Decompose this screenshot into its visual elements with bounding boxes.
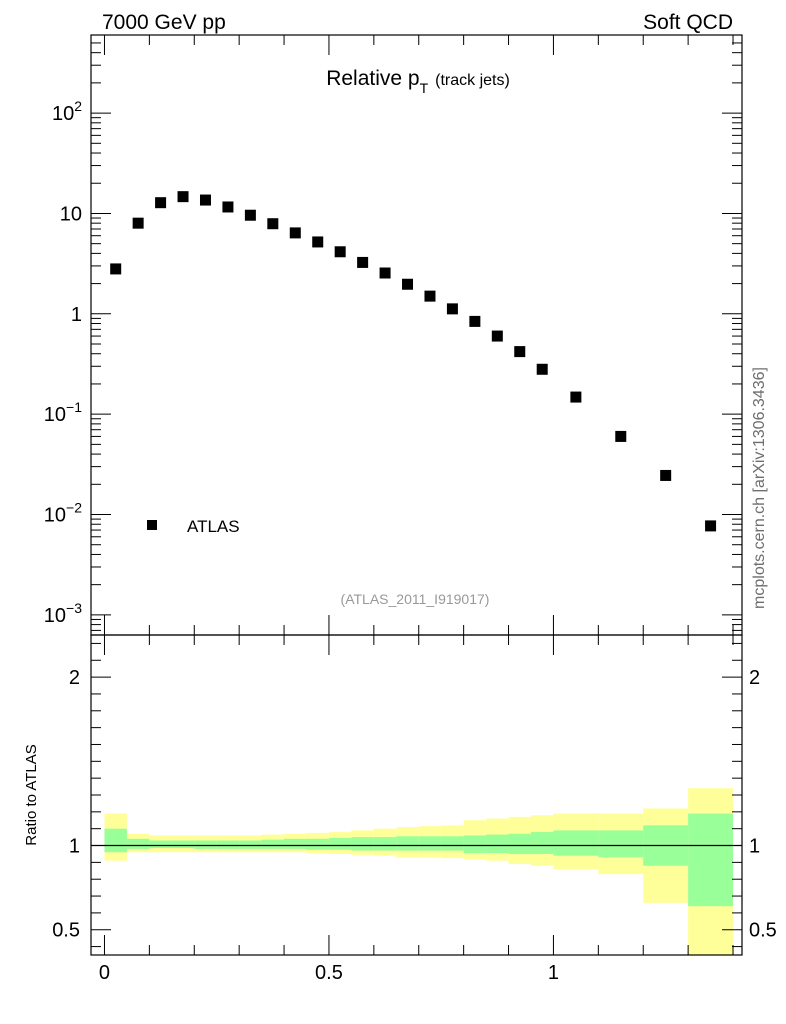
ratio-inner-band-bin <box>171 840 195 849</box>
main-y-tick-label-base: 10 <box>44 404 66 426</box>
data-point-atlas <box>660 469 672 481</box>
legend-label-atlas: ATLAS <box>187 517 240 536</box>
ratio-plot-layer: 0.5 0.5 1 1 2 2 0 0.5 1 <box>52 634 777 984</box>
data-point-atlas <box>491 330 503 342</box>
data-point-atlas <box>222 201 234 213</box>
data-point-atlas <box>424 290 436 302</box>
data-point-atlas <box>289 227 301 239</box>
ratio-y-tick-label-right: 1 <box>749 836 760 858</box>
data-point-atlas <box>267 218 279 230</box>
ratio-inner-band-bin <box>284 838 307 849</box>
data-point-atlas <box>155 197 167 209</box>
main-y-tick-label-exponent: 2 <box>74 98 82 114</box>
ratio-inner-band-bin <box>351 837 374 851</box>
main-y-tick-label: 10−3 <box>44 600 82 627</box>
ratio-y-tick-label-left: 1 <box>69 836 80 858</box>
data-point-atlas <box>570 391 582 403</box>
data-point-atlas <box>446 303 458 315</box>
ratio-inner-band-bin <box>149 840 172 849</box>
data-point-atlas <box>514 346 526 358</box>
ratio-inner-band-bin <box>194 840 217 849</box>
ratio-y-tick-label-left: 0.5 <box>52 920 80 942</box>
ratio-inner-band-bin <box>688 813 734 907</box>
main-plot-frame <box>90 34 743 636</box>
data-point-atlas <box>199 194 211 206</box>
data-point-atlas <box>536 363 548 375</box>
data-point-atlas <box>132 217 144 229</box>
ratio-inner-band-bin <box>418 836 442 851</box>
data-point-atlas <box>379 267 391 279</box>
ratio-y-axis-label: Ratio to ATLAS <box>23 744 40 845</box>
main-y-tick-label-base: 10 <box>60 203 82 225</box>
main-y-tick-label-exponent: −1 <box>66 399 82 415</box>
main-y-tick-label: 102 <box>52 98 82 125</box>
ratio-inner-band-bin <box>373 837 397 851</box>
category-label: Soft QCD <box>643 11 733 34</box>
main-y-tick-label: 10 <box>60 203 82 225</box>
ratio-inner-band-bin <box>216 840 240 849</box>
ratio-inner-band-bin <box>328 837 352 850</box>
ratio-inner-band-bin <box>261 839 285 849</box>
main-y-tick-label-base: 1 <box>71 304 82 326</box>
ratio-plot-frame <box>90 634 743 956</box>
main-y-tick-label-exponent: −2 <box>66 500 82 516</box>
main-y-tick-label-base: 10 <box>44 605 66 627</box>
ratio-inner-band-bin <box>598 830 644 858</box>
source-side-label: mcplots.cern.ch [arXiv:1306.3436] <box>751 367 768 609</box>
ratio-inner-band-bin <box>126 838 150 849</box>
ratio-inner-band-bin <box>396 836 419 851</box>
main-y-tick-label-exponent: −3 <box>66 600 82 616</box>
ratio-inner-band-bin <box>530 832 554 854</box>
x-tick-label: 0.5 <box>315 962 343 984</box>
data-point-atlas <box>312 236 324 248</box>
ratio-y-tick-label-left: 2 <box>69 667 80 689</box>
data-point-atlas <box>357 256 369 268</box>
ratio-inner-band-bin <box>104 828 127 853</box>
ratio-inner-band-bin <box>306 838 329 850</box>
x-tick-label: 1 <box>548 962 559 984</box>
ratio-inner-band-bin <box>239 840 262 849</box>
main-y-tick-label: 1 <box>71 304 82 326</box>
data-point-atlas <box>705 520 717 532</box>
analysis-label: (ATLAS_2011_I919017) <box>341 591 490 607</box>
main-y-tick-label: 10−1 <box>44 399 82 426</box>
ratio-inner-band-bin <box>486 834 509 854</box>
data-point-atlas <box>177 191 189 203</box>
main-y-tick-label-base: 10 <box>52 103 74 125</box>
data-point-atlas <box>334 246 346 258</box>
ratio-y-tick-label-right: 0.5 <box>749 920 777 942</box>
x-tick-label: 0 <box>99 962 110 984</box>
main-plot-title: Relative pT (track jets) <box>326 67 510 96</box>
ratio-y-tick-label-right: 2 <box>749 667 760 689</box>
title-subscript-text: T <box>420 80 429 96</box>
title-suffix-text: (track jets) <box>435 72 510 89</box>
energy-label: 7000 GeV pp <box>102 11 226 34</box>
main-y-tick-label: 10−2 <box>44 500 82 527</box>
title-main-text: Relative p <box>326 67 419 90</box>
legend-marker-atlas <box>147 520 157 530</box>
ratio-inner-band-bin <box>553 830 599 856</box>
data-point-atlas <box>402 278 414 290</box>
data-point-atlas <box>244 209 256 221</box>
data-point-atlas <box>615 430 627 442</box>
data-point-atlas <box>110 263 122 275</box>
ratio-inner-band-bin <box>508 833 531 854</box>
ratio-inner-band-bin <box>463 835 487 854</box>
ratio-inner-band-bin <box>441 836 464 851</box>
main-y-tick-label-base: 10 <box>44 505 66 527</box>
data-point-atlas <box>469 315 481 327</box>
